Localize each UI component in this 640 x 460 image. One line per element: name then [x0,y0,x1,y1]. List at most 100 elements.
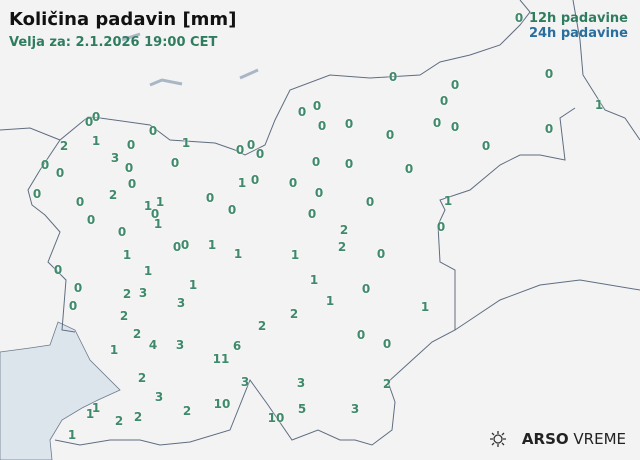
station-value[interactable]: 0 [246,138,256,152]
station-value[interactable]: 3 [175,338,185,352]
station-value[interactable]: 0 [75,195,85,209]
station-value[interactable]: 0 [84,115,94,129]
station-value[interactable]: 2 [289,307,299,321]
station-value[interactable]: 0 [32,187,42,201]
station-value[interactable]: 5 [297,402,307,416]
station-value[interactable]: 0 [86,213,96,227]
station-value[interactable]: 0 [450,120,460,134]
legend-12h[interactable]: 12h padavine [528,11,628,26]
station-value[interactable]: 6 [232,339,242,353]
station-value[interactable]: 1 [233,247,243,261]
station-value[interactable]: 0 [91,110,101,124]
station-value[interactable]: 0 [53,263,63,277]
station-value[interactable]: 1 [91,401,101,415]
station-value[interactable]: 0 [365,195,375,209]
station-value[interactable]: 0 [361,282,371,296]
station-value[interactable]: 0 [311,155,321,169]
station-value[interactable]: 10 [267,411,285,425]
station-value[interactable]: 1 [290,248,300,262]
station-value[interactable]: 2 [339,223,349,237]
station-value[interactable]: 0 [227,203,237,217]
station-value[interactable]: 0 [312,99,322,113]
station-value[interactable]: 0 [432,116,442,130]
station-value[interactable]: 1 [143,199,153,213]
station-value[interactable]: 0 [439,94,449,108]
station-value[interactable]: 0 [235,143,245,157]
station-value[interactable]: 0 [481,139,491,153]
station-value[interactable]: 0 [344,117,354,131]
station-value[interactable]: 0 [388,70,398,84]
station-value[interactable]: 0 [544,67,554,81]
station-value[interactable]: 2 [59,139,69,153]
station-value[interactable]: 3 [138,286,148,300]
station-value[interactable]: 1 [91,134,101,148]
station-value[interactable]: 3 [110,151,120,165]
station-value[interactable]: 4 [148,338,158,352]
station-value[interactable]: 0 [117,225,127,239]
station-value[interactable]: 1 [181,136,191,150]
station-value[interactable]: 2 [133,410,143,424]
station-value[interactable]: 1 [443,194,453,208]
station-value[interactable]: 0 [404,162,414,176]
station-value[interactable]: 1 [309,273,319,287]
station-value[interactable]: 1 [594,98,604,112]
station-value[interactable]: 2 [137,371,147,385]
station-value[interactable]: 0 [317,119,327,133]
station-value[interactable]: 2 [122,287,132,301]
station-value[interactable]: 1 [188,278,198,292]
station-value[interactable]: 0 [68,299,78,313]
station-value[interactable]: 0 [344,157,354,171]
station-value[interactable]: 3 [154,390,164,404]
station-value[interactable]: 0 [170,156,180,170]
station-value[interactable]: 1 [207,238,217,252]
station-value[interactable]: 3 [240,375,250,389]
station-value[interactable]: 10 [213,397,231,411]
station-value[interactable]: 2 [382,377,392,391]
station-value[interactable]: 1 [155,195,165,209]
station-value[interactable]: 1 [109,343,119,357]
station-value[interactable]: 3 [296,376,306,390]
station-value[interactable]: 0 [356,328,366,342]
station-value[interactable]: 0 [314,186,324,200]
station-value[interactable]: 0 [382,337,392,351]
station-value[interactable]: 0 [436,220,446,234]
station-value[interactable]: 0 [544,122,554,136]
station-value[interactable]: 0 [172,240,182,254]
station-value[interactable]: 1 [325,294,335,308]
station-value[interactable]: 2 [337,240,347,254]
station-value[interactable]: 2 [114,414,124,428]
station-value[interactable]: 0 [148,124,158,138]
station-value[interactable]: 0 [288,176,298,190]
station-value[interactable]: 11 [212,352,230,366]
station-value[interactable]: 0 [297,105,307,119]
station-value[interactable]: 1 [85,407,95,421]
station-value[interactable]: 1 [143,264,153,278]
station-value[interactable]: 0 [73,281,83,295]
station-value[interactable]: 2 [108,188,118,202]
station-value[interactable]: 2 [182,404,192,418]
station-value[interactable]: 3 [176,296,186,310]
station-value[interactable]: 0 [180,238,190,252]
station-value[interactable]: 1 [420,300,430,314]
station-value[interactable]: 0 [126,138,136,152]
station-value[interactable]: 0 [450,78,460,92]
station-value[interactable]: 2 [119,309,129,323]
station-value[interactable]: 1 [153,217,163,231]
station-value[interactable]: 0 [150,207,160,221]
station-value[interactable]: 0 [307,207,317,221]
station-value[interactable]: 0 [250,173,260,187]
station-value[interactable]: 1 [237,176,247,190]
station-value[interactable]: 0 [514,11,524,25]
station-value[interactable]: 0 [124,161,134,175]
station-value[interactable]: 0 [255,147,265,161]
station-value[interactable]: 2 [257,319,267,333]
station-value[interactable]: 0 [55,166,65,180]
station-value[interactable]: 2 [132,327,142,341]
legend-24h[interactable]: 24h padavine [528,26,628,41]
station-value[interactable]: 1 [122,248,132,262]
station-value[interactable]: 1 [67,428,77,442]
station-value[interactable]: 0 [376,247,386,261]
station-value[interactable]: 0 [40,158,50,172]
station-value[interactable]: 0 [205,191,215,205]
station-value[interactable]: 0 [385,128,395,142]
